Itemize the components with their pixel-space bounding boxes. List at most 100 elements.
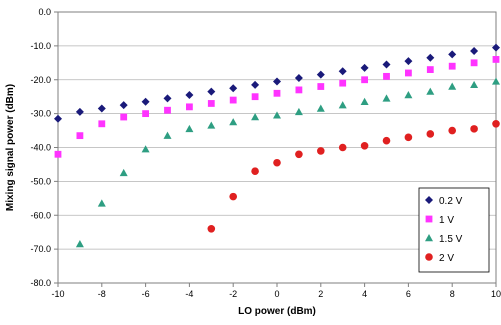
data-point xyxy=(405,69,412,77)
data-point xyxy=(294,74,303,83)
data-point xyxy=(382,60,391,69)
data-point xyxy=(448,62,456,70)
x-tick-label: 2 xyxy=(318,289,323,299)
data-point xyxy=(404,133,413,142)
data-point xyxy=(470,59,478,67)
series-2 xyxy=(75,77,500,248)
data-point xyxy=(163,131,172,139)
data-point xyxy=(294,107,303,116)
data-point xyxy=(54,150,62,158)
data-point xyxy=(207,87,216,96)
data-point xyxy=(163,94,172,103)
data-markers xyxy=(54,43,500,248)
data-point xyxy=(119,168,128,177)
data-point xyxy=(404,90,413,99)
data-point xyxy=(251,93,259,101)
legend-marker xyxy=(425,215,433,223)
x-tick-label: 6 xyxy=(406,289,411,299)
data-point xyxy=(361,76,368,84)
data-point xyxy=(316,70,325,79)
x-tick-label: -10 xyxy=(51,289,64,299)
data-point xyxy=(338,143,347,152)
legend-label: 2 V xyxy=(439,253,454,264)
data-point xyxy=(273,77,281,86)
y-tick-label: -60.0 xyxy=(30,210,51,220)
y-tick-label: -80.0 xyxy=(30,278,51,288)
data-point xyxy=(426,66,434,73)
data-point xyxy=(426,130,435,138)
legend-marker xyxy=(425,234,433,242)
data-point xyxy=(251,167,259,176)
data-point xyxy=(273,111,281,119)
data-point xyxy=(382,136,391,145)
data-point xyxy=(492,56,500,63)
data-point xyxy=(295,86,303,94)
data-point xyxy=(76,132,84,140)
data-point xyxy=(97,104,106,113)
data-point xyxy=(383,72,390,80)
x-tick-label: 4 xyxy=(362,289,367,299)
x-tick-label: -2 xyxy=(229,289,237,299)
data-point xyxy=(338,67,347,76)
data-point xyxy=(251,80,260,89)
data-point xyxy=(119,101,128,110)
data-point xyxy=(164,106,171,114)
data-point xyxy=(186,103,193,111)
data-point xyxy=(360,63,369,72)
series-0 xyxy=(54,43,500,123)
data-point xyxy=(317,147,325,155)
data-point xyxy=(273,89,281,97)
data-point xyxy=(207,100,215,107)
data-point xyxy=(492,43,500,52)
data-point xyxy=(492,77,500,85)
x-tick-label: 0 xyxy=(274,289,279,299)
y-tick-label: -30.0 xyxy=(30,109,51,119)
data-point xyxy=(142,110,149,118)
data-point xyxy=(229,84,238,93)
x-tick-label: 8 xyxy=(450,289,455,299)
x-axis-title: LO power (dBm) xyxy=(238,306,316,317)
legend-marker xyxy=(425,253,433,261)
legend: 0.2 V 1 V 1.5 V 2 V xyxy=(418,187,490,273)
data-point xyxy=(295,150,303,159)
data-point xyxy=(185,124,194,133)
data-point xyxy=(229,118,238,126)
legend-label: 0.2 V xyxy=(439,196,463,207)
data-point xyxy=(404,57,413,66)
data-point xyxy=(448,82,457,90)
series-3 xyxy=(207,119,500,233)
data-point xyxy=(273,158,281,167)
data-point xyxy=(426,53,435,62)
data-point xyxy=(470,46,479,55)
y-axis-title: Mixing signal power (dBm) xyxy=(5,84,16,211)
y-tick-label: -70.0 xyxy=(30,244,51,254)
y-tick-label: 0.0 xyxy=(38,7,51,17)
data-point xyxy=(339,79,347,87)
data-point xyxy=(317,83,325,90)
x-tick-label: -4 xyxy=(185,289,193,299)
data-point xyxy=(97,199,106,207)
data-point xyxy=(360,97,369,105)
x-tick-label: -8 xyxy=(98,289,106,299)
data-point xyxy=(338,101,347,109)
axis-ticks: 0.0 -10.0 -20.0 -30.0 -40.0 -50.0 -60.0 -70.0 -8… xyxy=(30,7,501,299)
y-tick-label: -50.0 xyxy=(30,176,51,186)
legend-label: 1.5 V xyxy=(439,234,463,245)
data-point xyxy=(229,192,237,201)
data-point xyxy=(470,125,478,133)
legend-marker xyxy=(425,196,433,204)
data-point xyxy=(251,113,260,121)
data-point xyxy=(492,119,500,128)
series-1 xyxy=(54,56,500,158)
data-point xyxy=(141,97,150,106)
data-point xyxy=(448,126,457,135)
data-point xyxy=(120,113,128,121)
data-point xyxy=(207,121,216,129)
legend-label: 1 V xyxy=(439,215,454,226)
y-tick-label: -40.0 xyxy=(30,143,51,153)
data-point xyxy=(426,87,435,95)
data-point xyxy=(75,240,84,248)
data-point xyxy=(141,145,150,153)
data-point xyxy=(448,50,457,59)
